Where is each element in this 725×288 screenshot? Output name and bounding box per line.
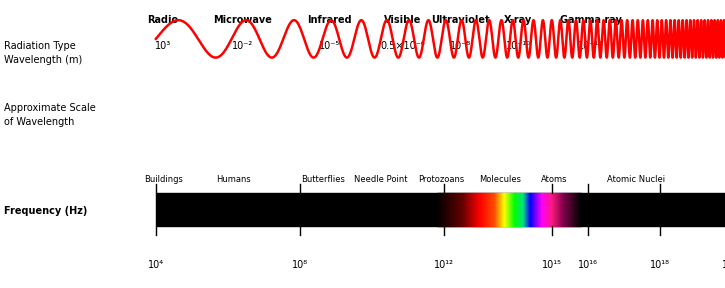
Text: Humans: Humans [216,175,251,185]
Text: 0.5×10⁻⁶: 0.5×10⁻⁶ [380,41,425,51]
Text: Radiation Type
Wavelength (m): Radiation Type Wavelength (m) [4,41,82,65]
Text: Protozoans: Protozoans [418,175,464,185]
Text: 10⁻⁵: 10⁻⁵ [319,41,341,51]
Text: Visible: Visible [384,15,421,25]
Text: Infrared: Infrared [307,15,352,25]
Text: Atomic Nuclei: Atomic Nuclei [608,175,666,185]
Bar [156,193,725,226]
Text: 10¹⁶: 10¹⁶ [578,260,598,270]
Text: Approximate Scale
of Wavelength: Approximate Scale of Wavelength [4,103,96,127]
Text: 10⁴: 10⁴ [148,260,164,270]
Text: 10¹⁸: 10¹⁸ [650,260,670,270]
Text: Gamma ray: Gamma ray [560,15,622,25]
Text: 10²⁰: 10²⁰ [722,260,725,270]
Text: 10⁻¹⁰: 10⁻¹⁰ [506,41,531,51]
Text: 10³: 10³ [155,41,171,51]
Text: 10⁻²: 10⁻² [232,41,254,51]
Text: 10⁻¹²: 10⁻¹² [579,41,603,51]
Text: Frequency (Hz): Frequency (Hz) [4,206,87,216]
Text: Needle Point: Needle Point [354,175,407,185]
Text: Butterflies: Butterflies [301,175,344,185]
Text: Microwave: Microwave [213,15,273,25]
Text: 10⁸: 10⁸ [292,260,308,270]
Text: 10⁻⁸: 10⁻⁸ [450,41,471,51]
Text: X-ray: X-ray [505,15,532,25]
Text: Atoms: Atoms [542,175,568,185]
Text: 10¹⁵: 10¹⁵ [542,260,562,270]
Text: 10¹²: 10¹² [434,260,454,270]
Text: Radio: Radio [148,15,178,25]
Text: Molecules: Molecules [479,175,521,185]
Text: Buildings: Buildings [144,175,183,185]
Text: Ultraviolet: Ultraviolet [431,15,489,25]
